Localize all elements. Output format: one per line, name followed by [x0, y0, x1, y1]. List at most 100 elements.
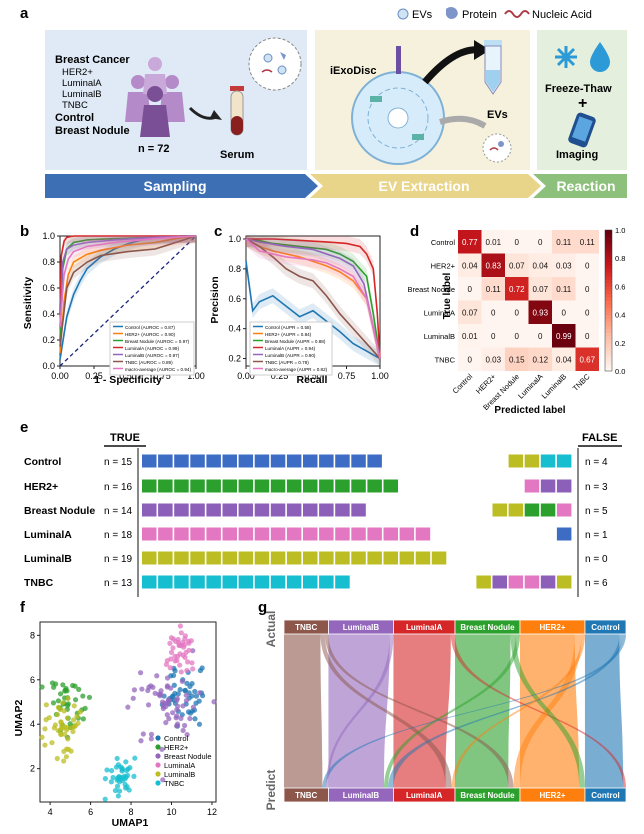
legend-entry: Breast Nodule (AUPR = 0.88)	[265, 339, 326, 344]
legend-entry: Control (AUPR = 0.58)	[265, 325, 312, 330]
cm-cell-value: 0.12	[532, 355, 548, 364]
cm-cell	[575, 253, 599, 277]
panel-d-letter: d	[410, 223, 419, 240]
sankey-node-actual-label: LuminalB	[343, 623, 380, 632]
umap-point	[74, 713, 80, 720]
sankey-flow	[450, 634, 626, 788]
true-prediction-square	[190, 575, 205, 589]
cm-cell-value: 0.11	[556, 238, 572, 247]
cm-cell-value: 0.07	[532, 285, 548, 294]
row-class-label: LuminalA	[24, 529, 72, 541]
sankey-chart: TNBC TNBC LuminalB LuminalB LuminalA LuminalA…	[283, 619, 627, 803]
umap-point	[179, 678, 185, 684]
true-prediction-square	[270, 527, 286, 541]
x-tick-label: 0.00	[237, 371, 255, 381]
true-prediction-square	[190, 527, 205, 541]
row-false-count: n = 3	[585, 482, 608, 493]
colorbar-step	[605, 268, 612, 273]
cm-cell	[481, 347, 505, 371]
umap-point	[62, 688, 68, 694]
confusion-matrix: 0.77 0.01 0 0 0.11 0.11 0.04 0.83 0.07 0.04 0.03 0 0…	[407, 226, 625, 412]
y-tick-label: 0.8	[42, 257, 55, 267]
series-band	[60, 236, 196, 366]
true-prediction-square	[383, 479, 398, 493]
true-prediction-square	[142, 527, 157, 541]
cm-cell	[575, 277, 599, 301]
y-tick-label: 6	[30, 675, 35, 685]
umap-point	[192, 716, 198, 722]
umap-point	[180, 703, 186, 709]
umap-point	[193, 693, 200, 699]
true-prediction-square	[254, 479, 270, 493]
sankey-flow	[324, 634, 514, 788]
cm-cell	[458, 277, 482, 301]
cm-cell-value: 0	[585, 285, 590, 294]
legend-entry: LuminalA	[164, 761, 195, 770]
cm-cell	[505, 324, 529, 348]
true-prediction-square	[174, 479, 189, 493]
water-drop-icon	[590, 42, 610, 72]
sankey-node-predict-label: LuminalA	[406, 791, 443, 800]
umap-point	[80, 693, 86, 699]
cm-cell-value: 0	[585, 308, 590, 317]
cm-cell-value: 0.01	[462, 332, 478, 341]
cm-cell-value: 0.07	[462, 308, 478, 317]
cm-col-label: TNBC	[571, 372, 592, 393]
true-prediction-square	[319, 454, 334, 468]
legend-entry: LuminalB	[164, 770, 195, 779]
umap-point	[64, 746, 70, 752]
umap-point	[174, 657, 180, 664]
colorbar-step	[605, 335, 612, 340]
series-line	[59, 235, 197, 328]
umap-point	[197, 667, 204, 674]
umap-point	[177, 662, 183, 668]
true-prediction-square	[303, 503, 318, 517]
cm-cell-value: 0.67	[579, 355, 595, 364]
true-prediction-square	[286, 551, 302, 565]
true-prediction-square	[158, 503, 173, 517]
y-tick-label: 0.4	[42, 309, 55, 319]
sankey-flow	[284, 634, 323, 788]
true-prediction-square	[270, 454, 286, 468]
colorbar-tick-label: 0.0	[615, 367, 625, 376]
cm-cell-value: 0	[515, 332, 520, 341]
true-prediction-square	[142, 503, 157, 517]
colorbar-step	[605, 265, 612, 270]
true-prediction-square	[335, 454, 350, 468]
pr-xlabel: Recall	[297, 374, 328, 386]
true-prediction-square	[286, 527, 302, 541]
true-prediction-square	[286, 479, 302, 493]
sankey-node-actual-label: Breast Nodule	[460, 623, 515, 632]
umap-point	[174, 713, 180, 719]
umap-point	[192, 688, 198, 695]
umap-point	[61, 758, 67, 764]
x-tick-label: 8	[129, 807, 134, 817]
true-prediction-square	[319, 551, 334, 565]
umap-point	[164, 712, 170, 718]
device-label: iExoDisc	[330, 65, 376, 77]
cm-cell-value: 0	[468, 355, 473, 364]
umap-point	[187, 715, 193, 722]
umap-point	[109, 768, 115, 774]
true-prediction-square	[367, 527, 382, 541]
umap-point	[50, 700, 57, 706]
true-prediction-square	[158, 575, 173, 589]
x-tick-label: 12	[207, 807, 217, 817]
true-prediction-square	[351, 479, 366, 493]
true-prediction-square	[174, 575, 189, 589]
sankey-flow	[322, 634, 626, 788]
cm-cell	[575, 347, 599, 371]
colorbar-step	[605, 233, 612, 238]
true-prediction-square	[254, 454, 270, 468]
true-prediction-square	[190, 479, 205, 493]
umap-point	[170, 710, 176, 716]
series-line	[59, 235, 197, 347]
cm-cell-value: 0.11	[486, 285, 502, 294]
series-line	[245, 261, 381, 360]
cm-row-label: Breast Nodule	[407, 285, 455, 294]
cm-row-label: LuminalB	[424, 332, 455, 341]
legend-entry: TNBC	[164, 779, 185, 788]
subtype-luminalb: LuminalB	[62, 89, 102, 100]
y-tick-label: 0.8	[228, 264, 241, 274]
umap-point	[62, 731, 68, 737]
